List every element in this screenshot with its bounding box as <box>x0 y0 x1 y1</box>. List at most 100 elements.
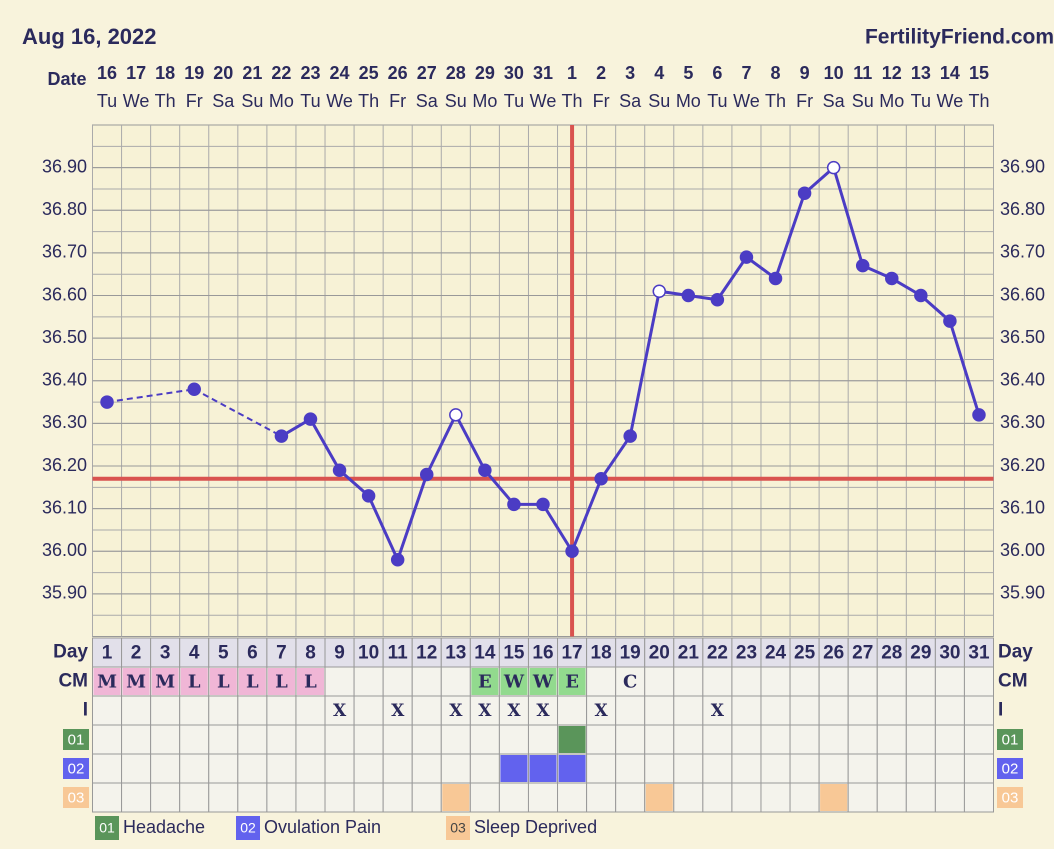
table-cell <box>760 695 791 726</box>
table-cell <box>92 695 123 726</box>
date-label: 14 <box>940 63 960 83</box>
cm-label: L <box>304 672 317 693</box>
row-code-box <box>63 787 89 808</box>
day-number: 29 <box>910 643 931 664</box>
intercourse-mark: X <box>595 701 609 721</box>
table-cell <box>615 637 646 668</box>
table-cell <box>818 724 849 755</box>
symptom-cell <box>500 755 528 782</box>
date-label: 19 <box>184 63 204 83</box>
day-number: 23 <box>736 643 757 664</box>
table-cell <box>527 782 559 813</box>
weekday-label: Mo <box>879 91 904 111</box>
intercourse-mark: X <box>711 701 725 721</box>
table-cell <box>557 782 588 813</box>
table-cell <box>179 695 210 726</box>
weekday-label: We <box>326 91 353 111</box>
table-cell <box>673 753 704 784</box>
table-cell <box>702 724 733 755</box>
temperature-point <box>390 553 405 567</box>
table-cell <box>382 724 413 755</box>
cm-label: M <box>126 672 146 693</box>
table-cell <box>382 637 413 668</box>
y-tick-label: 36.50 <box>42 327 87 347</box>
table-cell <box>731 666 762 697</box>
table-cell <box>266 782 297 813</box>
table-cell <box>498 724 529 755</box>
temperature-point <box>855 258 870 273</box>
table-cell <box>760 666 791 697</box>
chart-date: Aug 16, 2022 <box>22 24 157 49</box>
table-cell <box>644 724 675 755</box>
table-cell <box>847 695 878 726</box>
weekday-label: Tu <box>911 91 931 111</box>
table-cell <box>92 753 123 784</box>
table-cell <box>179 724 210 755</box>
table-cell <box>411 724 442 755</box>
table-cell <box>324 724 355 755</box>
table-cell <box>411 753 442 784</box>
table-cell <box>295 782 326 813</box>
date-label: 27 <box>417 63 437 83</box>
table-cell <box>179 753 210 784</box>
cm-label: E <box>565 672 579 693</box>
temperature-point <box>652 284 667 298</box>
table-cell <box>818 695 849 726</box>
date-label: 31 <box>533 63 553 83</box>
day-number: 7 <box>276 643 287 664</box>
y-tick-label-right: 36.30 <box>1000 412 1045 432</box>
cm-label: L <box>188 672 201 693</box>
intercourse-mark: X <box>507 701 521 721</box>
weekday-label: We <box>733 91 760 111</box>
row-label: I <box>998 700 1003 721</box>
weekday-label: Su <box>648 91 670 111</box>
table-cell <box>527 695 559 726</box>
table-cell <box>353 637 384 668</box>
temperature-point <box>681 288 696 303</box>
table-cell <box>295 724 326 755</box>
weekday-label: Mo <box>472 91 497 111</box>
row-label: 03 <box>68 789 85 806</box>
cm-cell <box>209 668 237 695</box>
cm-cell <box>296 668 325 695</box>
table-cell <box>411 637 442 668</box>
table-cell <box>731 695 762 726</box>
weekday-label: We <box>123 91 150 111</box>
table-cell <box>121 724 152 755</box>
y-tick-label: 36.10 <box>42 497 87 517</box>
row-label: 03 <box>1002 789 1019 806</box>
weekday-label: Th <box>155 91 176 111</box>
date-label: 16 <box>97 63 117 83</box>
table-cell <box>382 753 413 784</box>
table-cell <box>440 637 471 668</box>
day-number: 3 <box>160 643 171 664</box>
y-tick-label: 36.90 <box>42 156 87 176</box>
table-cell <box>963 637 995 668</box>
table-cell <box>179 782 210 813</box>
table-cell <box>586 782 617 813</box>
table-cell <box>92 782 123 813</box>
row-code-box <box>997 787 1023 808</box>
table-cell <box>237 782 268 813</box>
date-label: 6 <box>712 63 722 83</box>
date-label: 24 <box>330 63 350 83</box>
weekday-label: Mo <box>269 91 294 111</box>
gap-connector <box>106 388 195 404</box>
table-cell <box>208 695 239 726</box>
table-cell <box>121 782 152 813</box>
symptom-cell <box>820 784 848 811</box>
table-cell <box>92 637 123 668</box>
cm-label: M <box>97 672 117 693</box>
temperature-point <box>332 463 347 478</box>
temperature-point <box>361 489 376 503</box>
row-code-box <box>997 758 1023 779</box>
date-label: 2 <box>596 63 606 83</box>
weekday-label: Fr <box>796 91 813 111</box>
site-name: FertilityFriend.com <box>865 26 1054 49</box>
day-number: 22 <box>707 643 728 664</box>
table-cell <box>876 695 907 726</box>
weekday-label: Sa <box>823 91 846 111</box>
day-number: 19 <box>620 643 641 664</box>
table-cell <box>673 724 704 755</box>
